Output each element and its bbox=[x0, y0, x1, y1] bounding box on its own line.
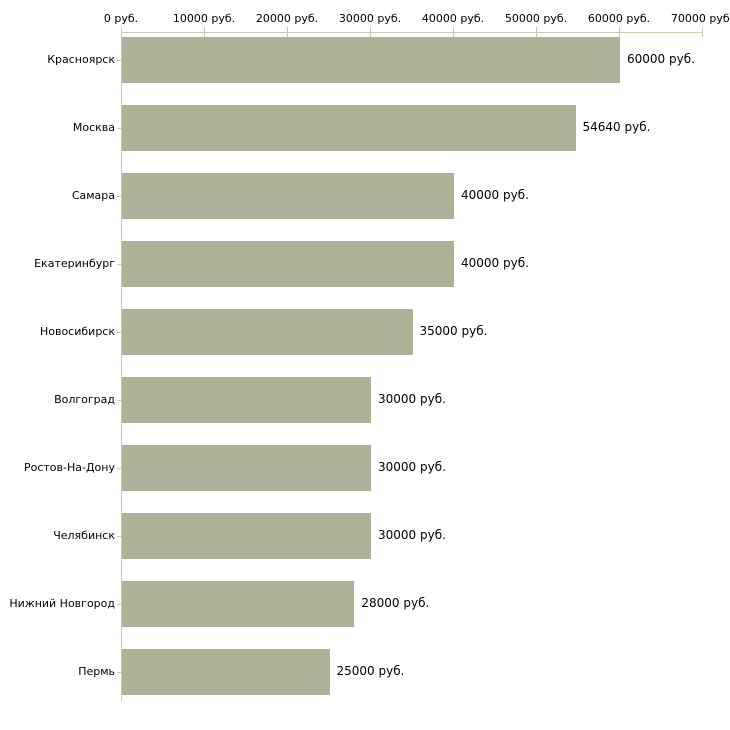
value-label: 25000 руб. bbox=[336, 664, 405, 678]
y-axis-tick bbox=[117, 604, 122, 605]
y-axis-tick bbox=[117, 672, 122, 673]
value-label: 54640 руб. bbox=[582, 120, 651, 134]
y-axis-tick bbox=[117, 60, 122, 61]
y-axis-tick bbox=[117, 128, 122, 129]
x-axis-tick bbox=[702, 27, 703, 37]
category-label: Челябинск bbox=[53, 529, 115, 542]
y-axis-tick bbox=[117, 196, 122, 197]
category-label: Москва bbox=[72, 121, 115, 134]
x-axis-tick-label: 0 руб. bbox=[103, 12, 139, 25]
y-axis-tick bbox=[117, 400, 122, 401]
value-label: 28000 руб. bbox=[361, 596, 430, 610]
bar-Пермь bbox=[122, 649, 330, 695]
x-axis-tick bbox=[204, 27, 205, 37]
bar-Ростов-На-Дону bbox=[122, 445, 371, 491]
value-label: 60000 руб. bbox=[627, 52, 695, 66]
value-label: 35000 руб. bbox=[419, 324, 488, 338]
x-axis-tick bbox=[619, 27, 620, 37]
bar-Екатеринбург bbox=[122, 241, 454, 287]
x-axis-tick-label: 40000 руб. bbox=[421, 12, 485, 25]
x-axis-tick-label: 10000 руб. bbox=[172, 12, 236, 25]
category-label: Самара bbox=[71, 189, 115, 202]
x-axis-tick-label: 20000 руб. bbox=[255, 12, 319, 25]
value-label: 30000 руб. bbox=[378, 528, 446, 542]
y-axis-line bbox=[121, 32, 122, 702]
category-label: Новосибирск bbox=[39, 325, 115, 338]
category-label: Пермь bbox=[78, 665, 115, 678]
bar-Москва bbox=[122, 105, 576, 151]
category-label: Волгоград bbox=[54, 393, 115, 406]
bar-Нижний Новгород bbox=[122, 581, 355, 627]
x-axis-tick-label: 60000 руб. bbox=[587, 12, 651, 25]
x-axis-line bbox=[121, 32, 703, 33]
bar-Челябинск bbox=[122, 513, 371, 559]
bar-Самара bbox=[122, 173, 454, 219]
value-label: 40000 руб. bbox=[461, 188, 529, 202]
bar-Красноярск bbox=[122, 37, 620, 83]
x-axis-tick bbox=[121, 27, 122, 37]
bar-Новосибирск bbox=[122, 309, 413, 355]
x-axis-tick-label: 50000 руб. bbox=[504, 12, 568, 25]
value-label: 30000 руб. bbox=[378, 460, 446, 474]
x-axis-tick bbox=[287, 27, 288, 37]
bar-Волгоград bbox=[122, 377, 371, 423]
x-axis-tick bbox=[453, 27, 454, 37]
category-label: Ростов-На-Дону bbox=[23, 461, 115, 474]
x-axis-tick bbox=[536, 27, 537, 37]
category-label: Нижний Новгород bbox=[9, 597, 115, 610]
y-axis-tick bbox=[117, 468, 122, 469]
y-axis-tick bbox=[117, 536, 122, 537]
y-axis-tick bbox=[117, 264, 122, 265]
x-axis-tick-label: 70000 руб. bbox=[670, 12, 730, 25]
value-label: 30000 руб. bbox=[378, 392, 446, 406]
x-axis-tick bbox=[370, 27, 371, 37]
category-label: Красноярск bbox=[47, 53, 115, 66]
y-axis-tick bbox=[117, 332, 122, 333]
category-label: Екатеринбург bbox=[34, 257, 115, 270]
value-label: 40000 руб. bbox=[461, 256, 529, 270]
x-axis-tick-label: 30000 руб. bbox=[338, 12, 402, 25]
